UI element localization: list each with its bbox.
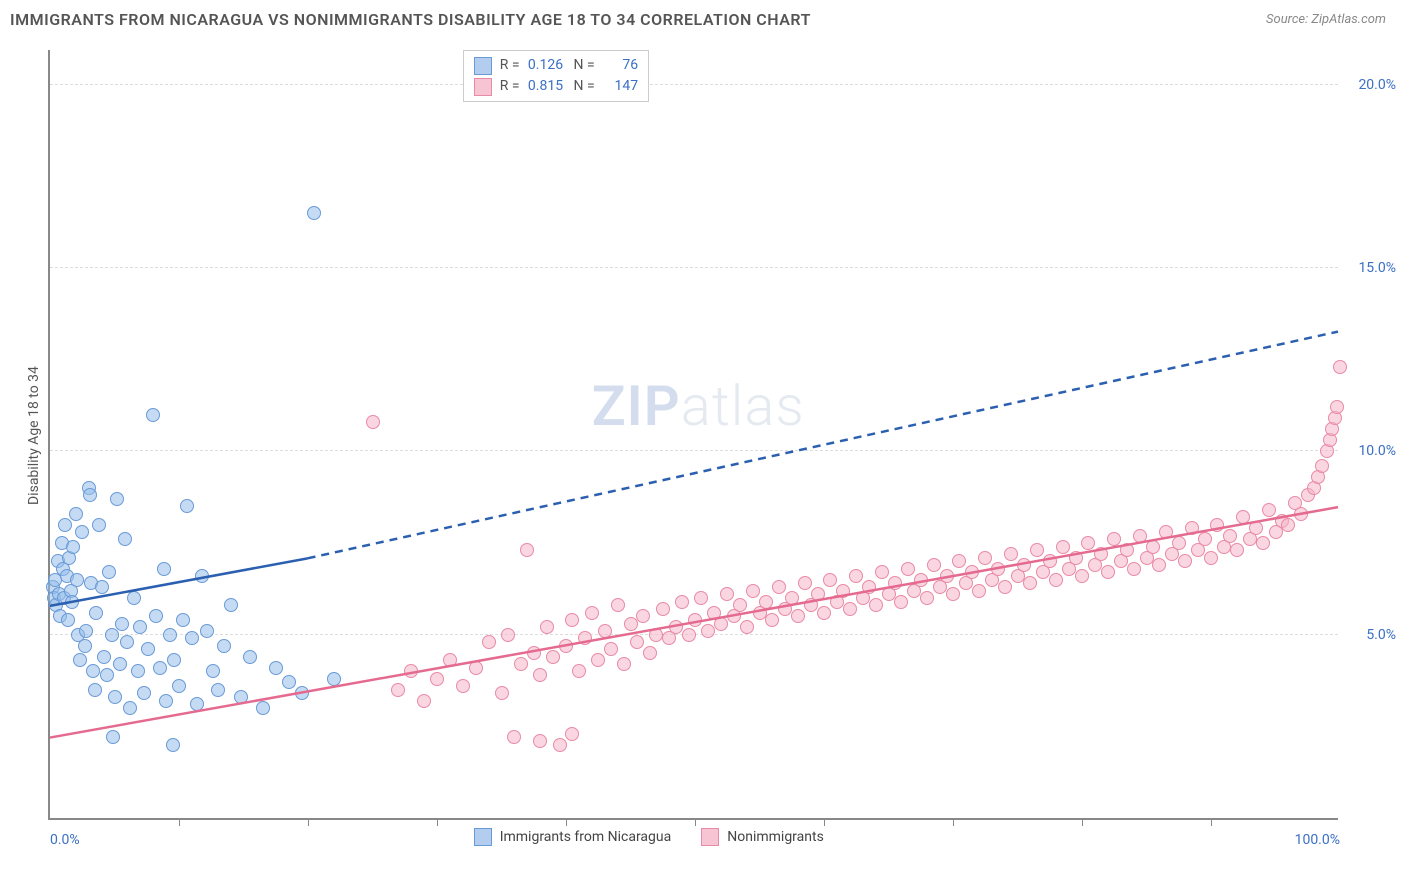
- y-tick-label: 15.0%: [1358, 260, 1396, 276]
- y-axis-label: Disability Age 18 to 34: [26, 366, 42, 505]
- legend-stats: R = 0.126 N = 76: [500, 55, 638, 76]
- x-tick: [953, 818, 954, 826]
- x-tick: [695, 818, 696, 826]
- legend-label: Nonimmigrants: [727, 829, 824, 845]
- legend-item: Immigrants from Nicaragua: [474, 828, 672, 846]
- y-tick-label: 20.0%: [1358, 77, 1396, 93]
- x-tick-label: 100.0%: [1295, 832, 1340, 848]
- x-tick: [437, 818, 438, 826]
- chart-title: IMMIGRANTS FROM NICARAGUA VS NONIMMIGRAN…: [10, 10, 811, 29]
- chart-source: Source: ZipAtlas.com: [1266, 12, 1386, 27]
- legend-swatch: [474, 78, 492, 96]
- x-tick: [1211, 818, 1212, 826]
- chart-header: IMMIGRANTS FROM NICARAGUA VS NONIMMIGRAN…: [0, 0, 1406, 35]
- x-tick: [308, 818, 309, 826]
- plot-area: 5.0%10.0%15.0%20.0%0.0%100.0%ZIPatlasR =…: [48, 50, 1338, 820]
- x-tick: [1082, 818, 1083, 826]
- x-tick: [824, 818, 825, 826]
- legend-swatch: [474, 57, 492, 75]
- y-tick-label: 5.0%: [1366, 627, 1396, 643]
- correlation-legend: R = 0.126 N = 76R = 0.815 N = 147: [463, 50, 649, 102]
- legend-row: R = 0.815 N = 147: [474, 76, 638, 97]
- legend-item: Nonimmigrants: [701, 828, 824, 846]
- legend-swatch: [701, 828, 719, 846]
- trendlines: [50, 50, 1338, 818]
- legend-row: R = 0.126 N = 76: [474, 55, 638, 76]
- x-tick-label: 0.0%: [50, 832, 80, 848]
- legend-stats: R = 0.815 N = 147: [500, 76, 638, 97]
- legend-swatch: [474, 828, 492, 846]
- x-tick: [566, 818, 567, 826]
- x-tick: [179, 818, 180, 826]
- y-tick-label: 10.0%: [1358, 443, 1396, 459]
- legend-label: Immigrants from Nicaragua: [500, 829, 672, 845]
- series-legend: Immigrants from Nicaragua Nonimmigrants: [474, 828, 824, 846]
